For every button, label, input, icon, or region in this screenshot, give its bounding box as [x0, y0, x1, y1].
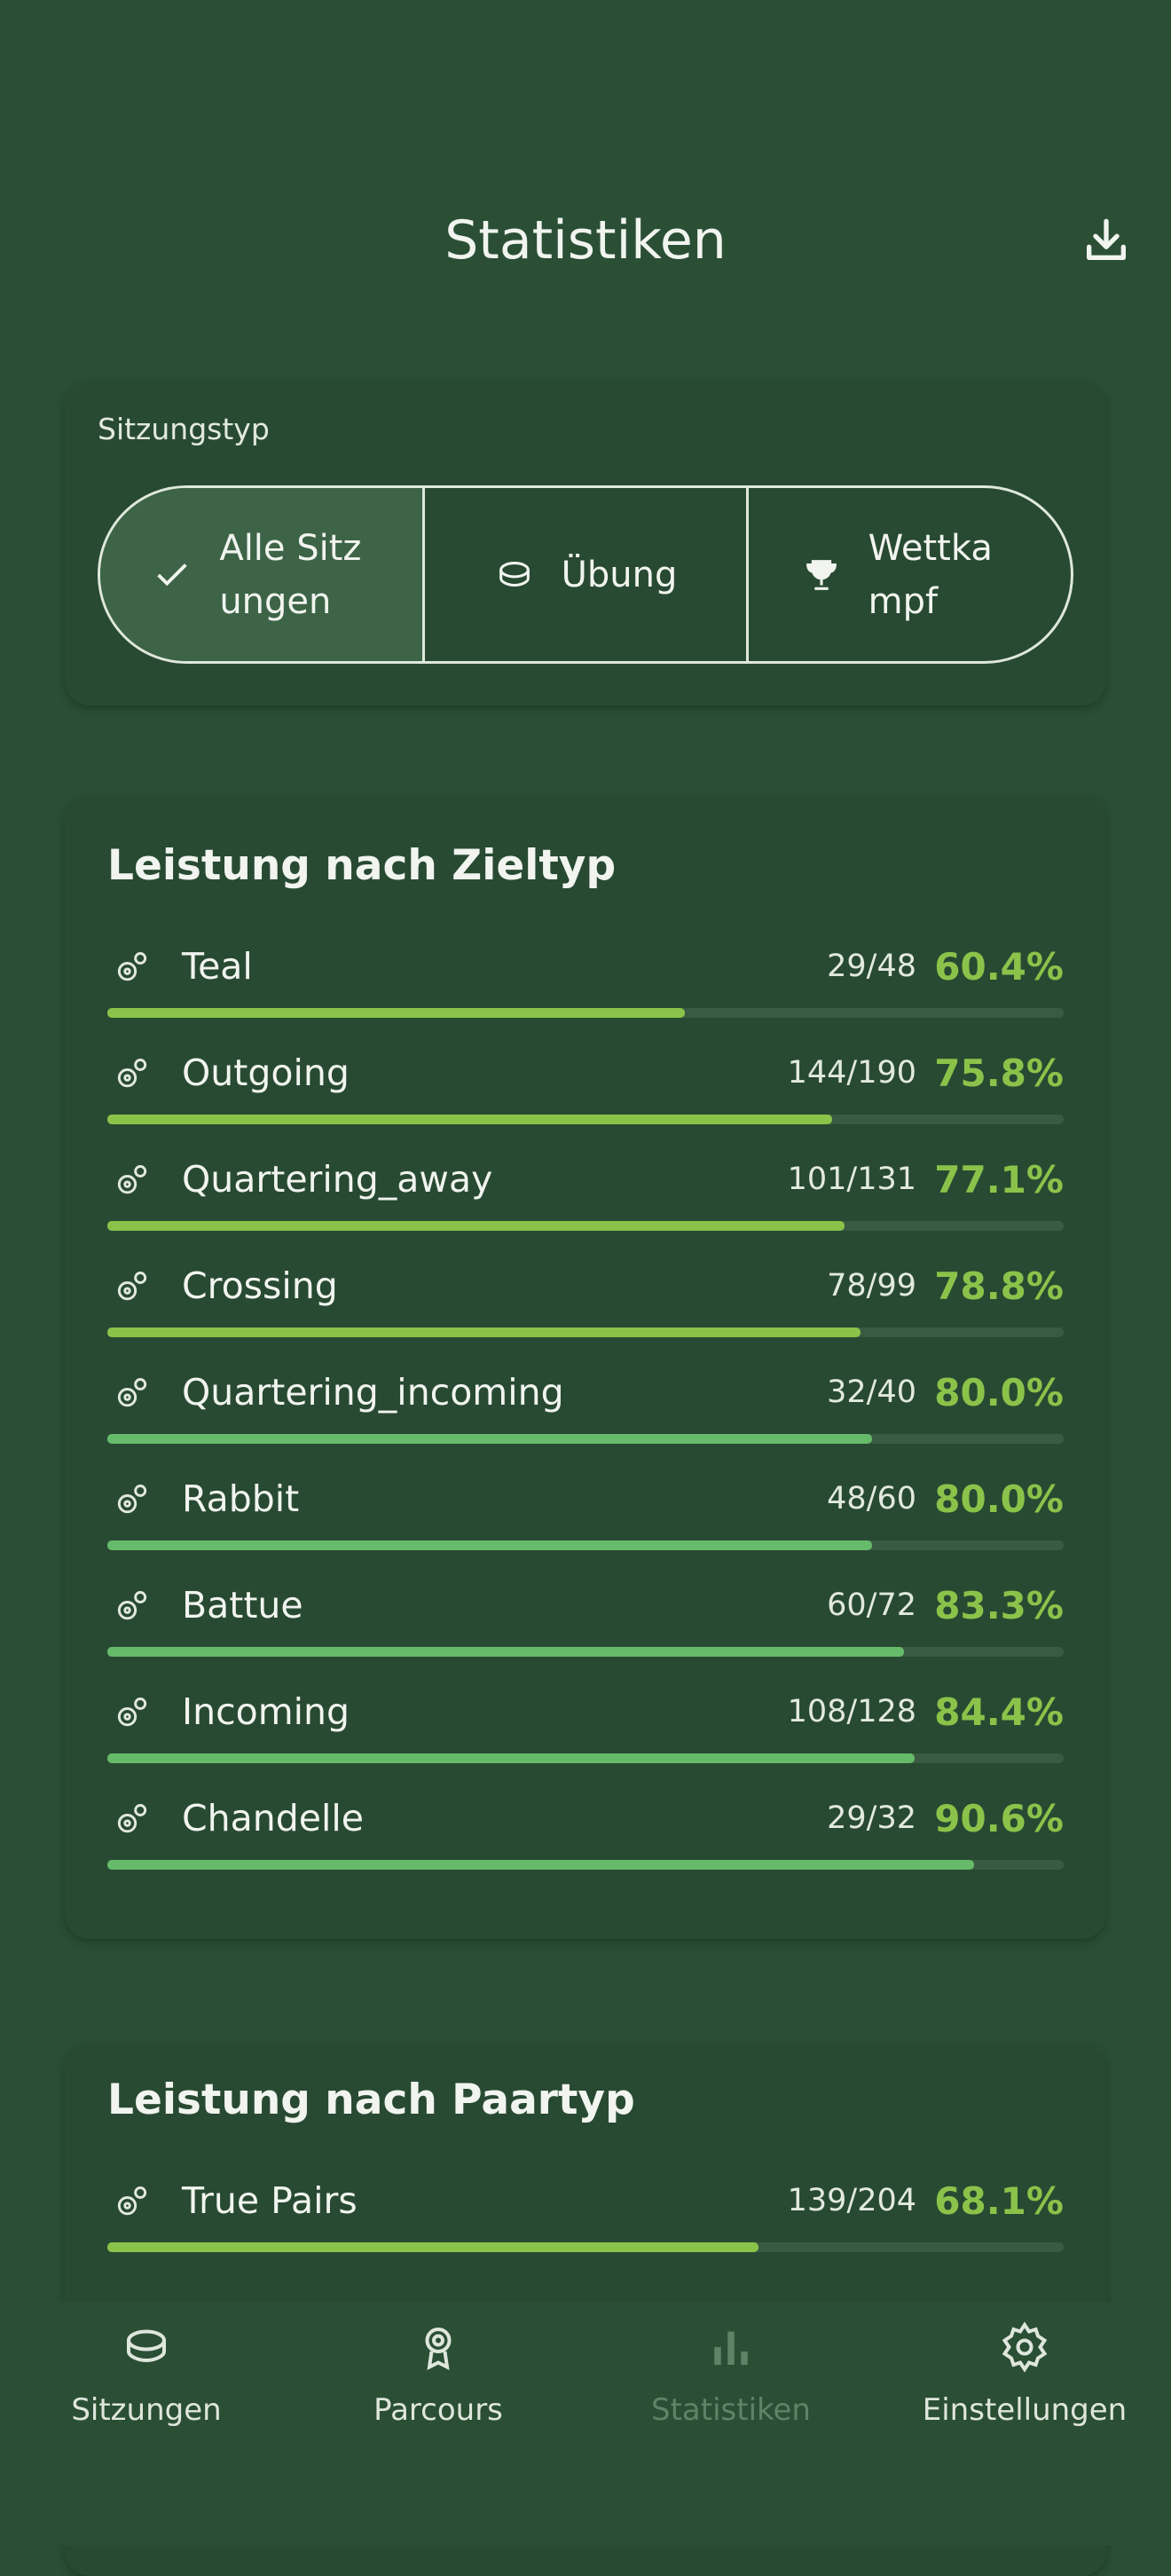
segment-option[interactable]: Alle Sitzungen	[100, 488, 422, 661]
row-rate: 75.8%	[934, 1052, 1064, 1095]
row-score: 32/40	[827, 1375, 916, 1410]
row-rate: 83.3%	[934, 1584, 1064, 1627]
row-rate: 80.0%	[934, 1477, 1064, 1521]
bar	[107, 1540, 873, 1550]
row-rate: 78.8%	[934, 1264, 1064, 1308]
page-title: Statistiken	[444, 209, 727, 272]
filter-label: Sitzungstyp	[98, 412, 270, 446]
row-icon	[113, 1481, 152, 1520]
segment-icon	[494, 555, 535, 595]
segmented-control: Alle Sitzungen Übung Wettkampf	[98, 485, 1073, 664]
row-label: Battue	[182, 1584, 303, 1627]
bar	[107, 1008, 686, 1018]
row-score: 29/48	[827, 949, 916, 984]
download-button[interactable]	[1081, 215, 1132, 266]
bar	[107, 1221, 845, 1231]
bar	[107, 1647, 904, 1657]
bar	[107, 1860, 974, 1870]
row-score: 29/32	[827, 1800, 916, 1836]
row-label: True Pairs	[182, 2179, 358, 2222]
row-icon	[113, 949, 152, 988]
row-icon	[113, 1694, 152, 1733]
row-icon	[113, 1587, 152, 1627]
segment-option[interactable]: Übung	[421, 488, 747, 661]
bar	[107, 1115, 833, 1124]
row-score: 78/99	[827, 1268, 916, 1304]
segment-icon	[801, 555, 842, 595]
section-card	[65, 795, 1106, 1939]
row-icon	[113, 1800, 152, 1839]
row-rate: 60.4%	[934, 945, 1064, 989]
bar	[107, 2242, 759, 2252]
row-label: Quartering_away	[182, 1158, 493, 1201]
nav-icon	[998, 2320, 1051, 2374]
row-score: 139/204	[787, 2183, 916, 2218]
nav-item[interactable]: Parcours	[292, 2303, 585, 2480]
row-score: 101/131	[787, 1162, 916, 1197]
nav-label: Parcours	[373, 2392, 503, 2428]
segment-label: Alle Sitzungen	[219, 527, 362, 622]
row-label: Rabbit	[182, 1477, 300, 1520]
row-label: Crossing	[182, 1264, 338, 1307]
row-icon	[113, 1162, 152, 1201]
row-label: Outgoing	[182, 1052, 350, 1094]
bar	[107, 1327, 861, 1337]
row-label: Quartering_incoming	[182, 1371, 564, 1414]
row-icon	[113, 1268, 152, 1307]
row-score: 144/190	[787, 1055, 916, 1091]
row-rate: 77.1%	[934, 1158, 1064, 1201]
row-rate: 68.1%	[934, 2179, 1064, 2223]
bar	[107, 1753, 915, 1763]
bar	[107, 1434, 873, 1444]
row-rate: 84.4%	[934, 1690, 1064, 1734]
nav-icon	[412, 2320, 465, 2374]
section-heading: Leistung nach Paartyp	[107, 2076, 635, 2124]
segment-option[interactable]: Wettkampf	[746, 488, 1071, 661]
segment-label: Übung	[561, 554, 678, 595]
row-label: Incoming	[182, 1690, 350, 1733]
bottom-nav: Sitzungen Parcours Statistiken Einstellunge…	[0, 2303, 1171, 2545]
nav-item[interactable]: Sitzungen	[0, 2303, 293, 2480]
nav-icon	[120, 2320, 173, 2374]
row-rate: 80.0%	[934, 1371, 1064, 1414]
nav-label: Sitzungen	[71, 2392, 222, 2428]
row-score: 108/128	[787, 1694, 916, 1729]
segment-label: Wettkampf	[868, 527, 993, 622]
segment-icon	[152, 555, 193, 595]
row-icon	[113, 2183, 152, 2222]
row-score: 60/72	[827, 1587, 916, 1623]
nav-item[interactable]: Einstellungen	[878, 2303, 1171, 2480]
row-label: Chandelle	[182, 1797, 364, 1839]
row-score: 48/60	[827, 1481, 916, 1516]
section-heading: Leistung nach Zieltyp	[107, 841, 617, 890]
nav-item[interactable]: Statistiken	[585, 2303, 877, 2480]
nav-label: Einstellungen	[922, 2392, 1128, 2428]
nav-icon	[704, 2320, 758, 2374]
row-icon	[113, 1375, 152, 1414]
row-rate: 90.6%	[934, 1797, 1064, 1840]
row-icon	[113, 1055, 152, 1094]
nav-label: Statistiken	[651, 2392, 811, 2428]
row-label: Teal	[182, 945, 253, 988]
